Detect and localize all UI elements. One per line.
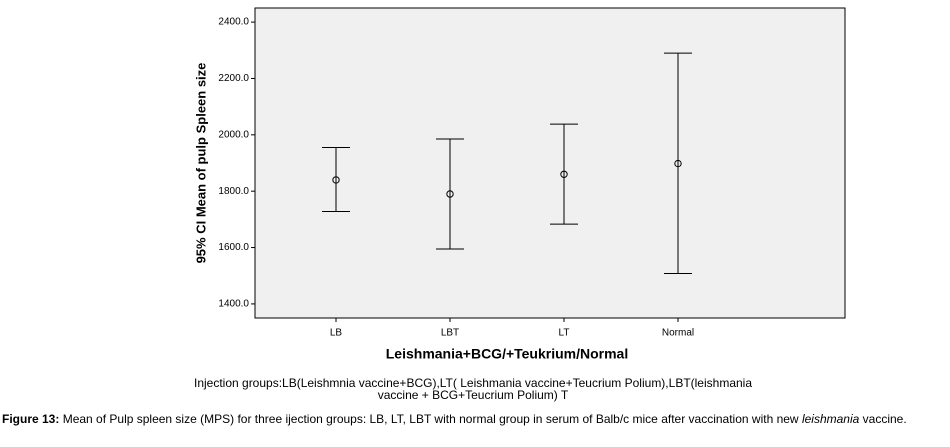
- y-tick-label: 2200.0: [218, 73, 249, 84]
- caption-end: vaccine.: [859, 412, 907, 426]
- mean-point: [332, 176, 340, 184]
- mean-point: [446, 190, 454, 198]
- y-tick-label: 1600.0: [218, 242, 249, 253]
- y-tick-label: 1400.0: [218, 299, 249, 310]
- x-tick-label: LBT: [441, 328, 459, 339]
- mean-point: [560, 170, 568, 178]
- x-axis-label: Leishmania+BCG/+Teukrium/Normal: [386, 346, 628, 362]
- caption-label: Figure 13:: [2, 412, 60, 426]
- note-line: Injection groups:LB(Leishmnia vaccine+BC…: [194, 376, 752, 390]
- caption-text: Mean of Pulp spleen size (MPS) for three…: [59, 412, 802, 426]
- y-tick-label: 2000.0: [218, 129, 249, 140]
- caption: Figure 13: Mean of Pulp spleen size (MPS…: [2, 412, 946, 427]
- plot-area: [254, 7, 846, 319]
- caption-italic: leishmania: [801, 412, 860, 426]
- note-line: vaccine + BCG+Teucrium Polium) T: [378, 388, 569, 402]
- y-tick-label: 2400.0: [218, 17, 249, 28]
- x-tick-label: Normal: [662, 328, 694, 339]
- x-tick-label: LT: [559, 328, 570, 339]
- mean-point: [674, 159, 682, 168]
- y-axis-label: 95% CI Mean of pulp Spleen size: [193, 63, 208, 264]
- y-tick-label: 1800.0: [218, 186, 249, 197]
- chart: 95% CI Mean of pulp Spleen size Leishman…: [193, 7, 846, 402]
- x-tick-label: LB: [330, 328, 343, 339]
